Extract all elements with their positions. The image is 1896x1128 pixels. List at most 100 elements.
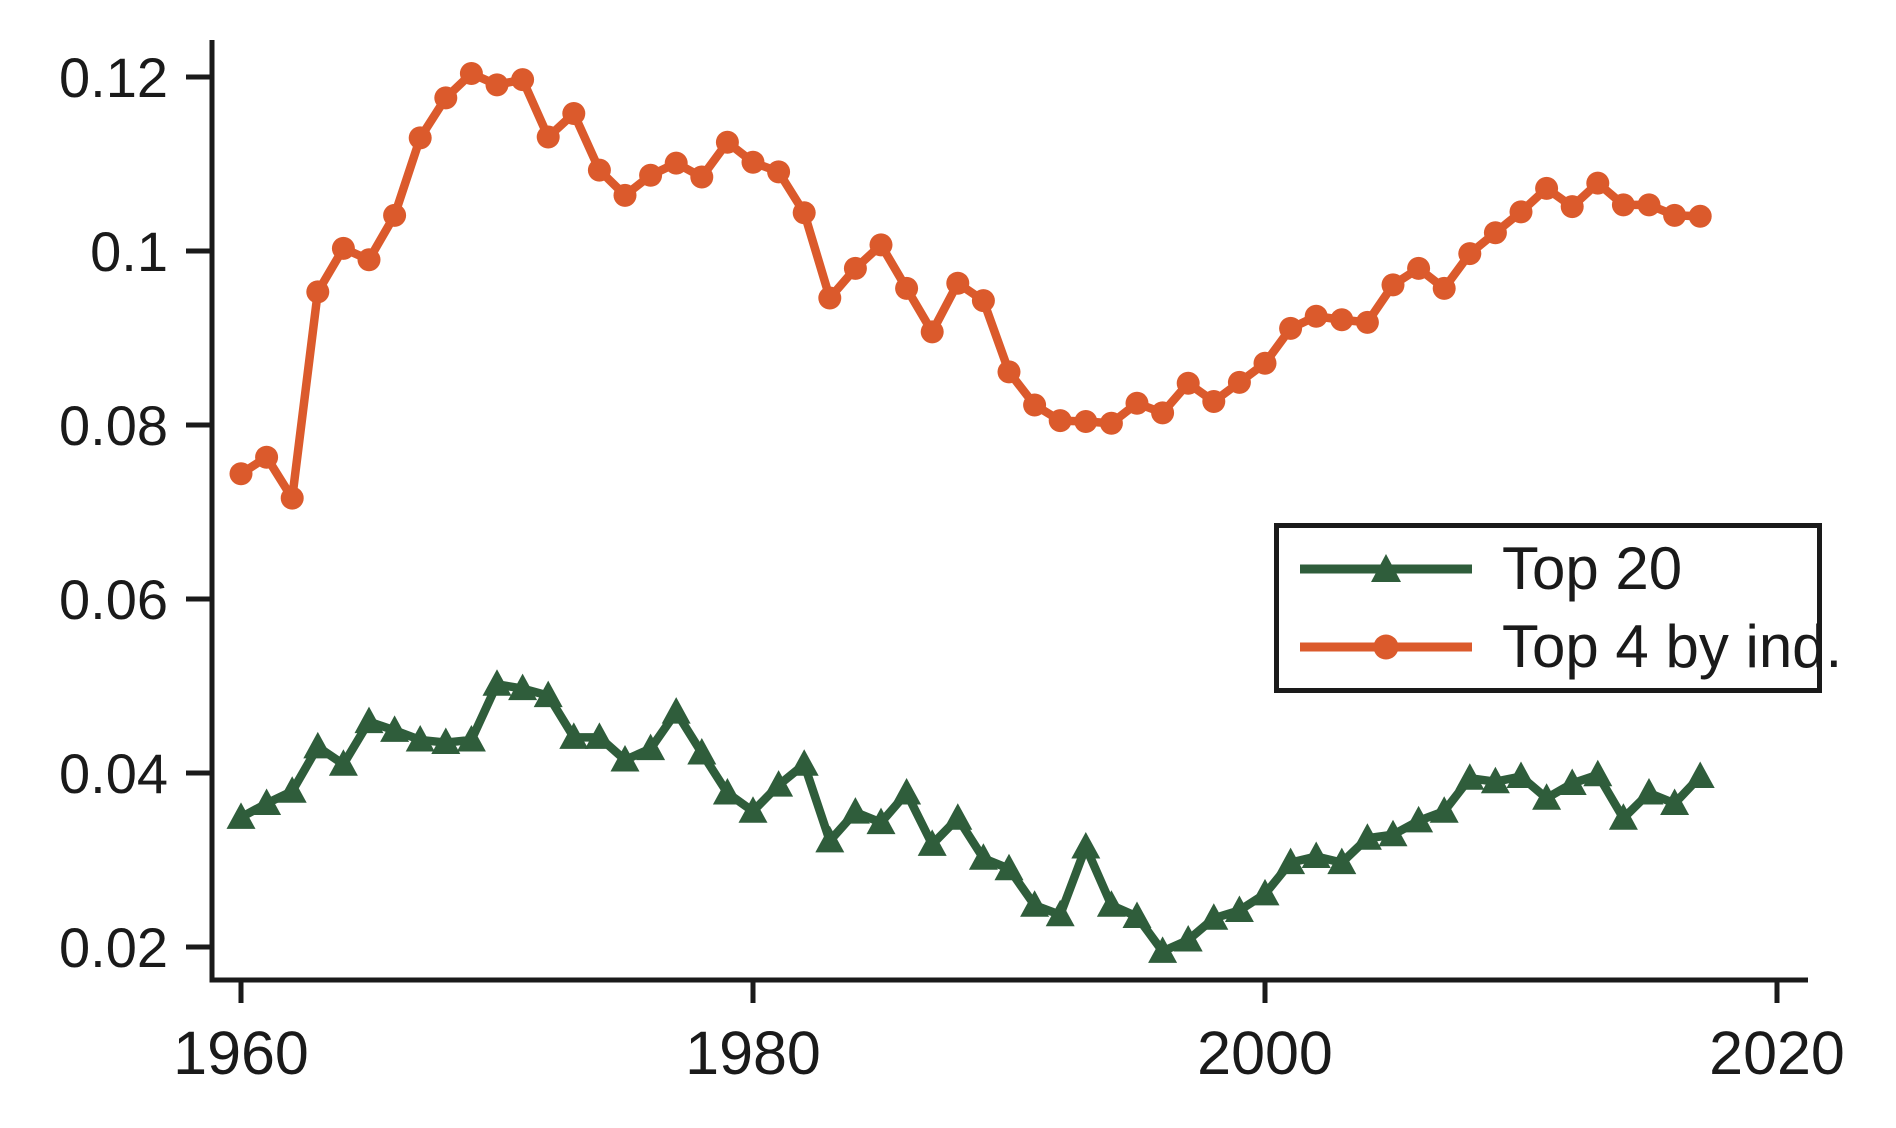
- top-20-marker: [1532, 783, 1562, 810]
- legend-item-top-4-by-ind: Top 4 by ind.: [1300, 608, 1842, 686]
- top-4-by-ind-marker: [1023, 393, 1047, 417]
- top-20-marker: [892, 778, 922, 805]
- top-4-by-ind-marker: [587, 158, 611, 182]
- top-20-marker: [1506, 761, 1536, 788]
- top-4-by-ind-marker: [434, 86, 458, 110]
- top-20-marker: [1455, 763, 1485, 790]
- top-20-marker: [994, 853, 1024, 881]
- top-4-by-ind-marker: [1586, 171, 1610, 195]
- top-4-by-ind-marker: [895, 276, 919, 300]
- top-4-by-ind-marker: [255, 445, 279, 469]
- top-4-by-ind-marker: [1279, 316, 1303, 340]
- top-4-by-ind-marker: [818, 286, 842, 310]
- top-4-by-ind-marker: [1509, 200, 1533, 224]
- x-tick-label: 2020: [1709, 1019, 1845, 1087]
- top-20-marker: [226, 802, 256, 829]
- top-20-marker: [1327, 847, 1357, 875]
- top-20-marker: [431, 727, 461, 755]
- top-4-by-ind-marker: [792, 201, 816, 225]
- top-20-marker: [559, 722, 589, 749]
- top-4-by-ind-marker: [1611, 193, 1635, 217]
- top-20-marker: [508, 673, 538, 701]
- top-20-marker: [1173, 925, 1203, 952]
- top-20-marker: [1045, 899, 1075, 927]
- y-tick-label: 0.06: [59, 568, 168, 631]
- top-4-by-ind-marker: [357, 248, 381, 272]
- top-4-by-ind-marker: [715, 130, 739, 154]
- legend-label-top-20: Top 20: [1502, 535, 1683, 602]
- top-20-marker: [1685, 761, 1715, 788]
- top-20-marker: [277, 776, 307, 803]
- top-20-marker: [687, 737, 717, 765]
- top-4-by-ind-marker: [306, 280, 330, 304]
- top-4-by-ind-marker: [280, 486, 304, 510]
- top-20-marker: [1378, 819, 1408, 847]
- top-4-by-ind-marker: [459, 62, 483, 86]
- top-4-line-sample: [1300, 634, 1472, 660]
- y-tick-label: 0.08: [59, 394, 168, 457]
- top-4-by-ind-marker: [946, 271, 970, 295]
- top-4-by-ind-marker: [1458, 242, 1482, 266]
- top-20-marker: [1250, 878, 1280, 906]
- top-20-marker: [533, 680, 563, 708]
- top-20-marker: [584, 722, 614, 749]
- top-20-marker: [252, 788, 282, 815]
- circle-marker-icon: [1373, 634, 1399, 660]
- top-4-by-ind-marker: [511, 68, 535, 92]
- top-4-by-ind-marker: [1048, 409, 1072, 433]
- top-20-marker: [610, 744, 640, 772]
- top-20-marker: [354, 706, 384, 734]
- top-20-marker: [1096, 890, 1126, 917]
- y-tick-label: 0.1: [90, 220, 168, 283]
- top-20-marker: [303, 731, 333, 759]
- top-20-marker: [1199, 903, 1229, 930]
- top-4-by-ind-marker: [920, 320, 944, 344]
- top-20-marker: [840, 797, 870, 824]
- top-4-by-ind-marker: [1560, 195, 1584, 219]
- x-tick-label: 2000: [1197, 1019, 1333, 1087]
- top-4-by-ind-marker: [639, 163, 663, 187]
- top-20-marker: [764, 770, 794, 797]
- top-4-by-ind-marker: [536, 125, 560, 149]
- top-4-by-ind-marker: [843, 256, 867, 280]
- top-4-by-ind-marker: [1535, 176, 1559, 200]
- top-4-by-ind-marker: [562, 102, 586, 126]
- top-20-marker: [1608, 803, 1638, 830]
- top-20-marker: [482, 669, 512, 696]
- top-20-marker: [789, 749, 819, 776]
- top-4-by-ind-marker: [1304, 304, 1328, 328]
- top-4-by-ind-marker: [1663, 203, 1687, 227]
- series-layer: [226, 62, 1715, 963]
- top-20-marker: [1071, 831, 1101, 859]
- top-4-by-ind-marker: [1227, 370, 1251, 394]
- top-20-marker: [1148, 936, 1178, 963]
- top-4-by-ind-marker: [741, 150, 765, 174]
- top-20-marker: [328, 749, 358, 776]
- top-20-marker: [1352, 823, 1382, 850]
- top-4-by-ind-marker: [690, 165, 714, 189]
- top-20-marker: [738, 796, 768, 823]
- top-4-by-ind-marker: [1330, 308, 1354, 332]
- top-20-marker: [866, 807, 896, 835]
- triangle-marker-icon: [1371, 554, 1401, 582]
- top-4-by-ind-marker: [1688, 204, 1712, 228]
- top-4-by-ind-marker: [613, 183, 637, 207]
- top-20-marker: [815, 825, 845, 853]
- top-4-by-ind-marker: [408, 126, 432, 150]
- top-4-by-ind-marker: [1176, 371, 1200, 395]
- top-20-marker: [380, 715, 410, 742]
- top-20-marker: [1276, 847, 1306, 875]
- top-4-by-ind-marker: [1407, 256, 1431, 280]
- top-20-marker: [1020, 890, 1050, 917]
- top-4-by-ind-marker: [485, 73, 509, 97]
- top-20-marker: [968, 843, 998, 870]
- top-4-by-ind-marker: [997, 360, 1021, 384]
- top-4-by-ind-marker: [1483, 221, 1507, 245]
- top-4-by-ind-marker: [1151, 401, 1175, 425]
- top-4-by-ind-marker: [1253, 351, 1277, 375]
- top-4-by-ind-marker: [331, 236, 355, 260]
- series-line-top-20: [236, 680, 1705, 956]
